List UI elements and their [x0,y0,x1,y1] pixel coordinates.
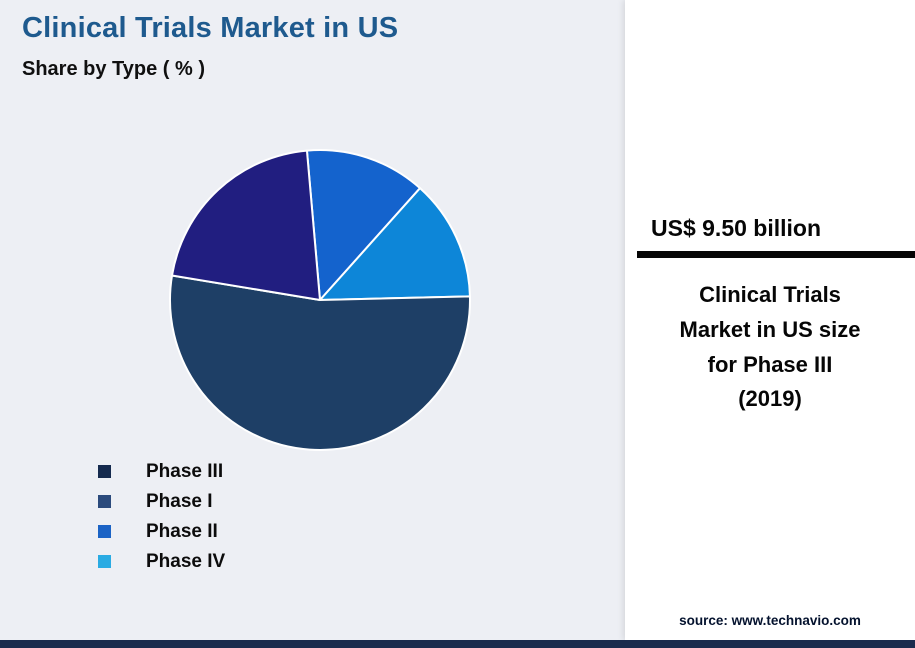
metric-caption: Clinical Trials Market in US size for Ph… [625,278,915,417]
metric-caption-line: Market in US size [679,316,861,342]
legend-label: Phase II [146,520,218,542]
legend-label: Phase I [146,490,213,512]
legend-swatch-phase-iv [98,555,111,568]
metric-value: US$ 9.50 billion [651,215,821,241]
pie-chart [160,140,480,460]
metric-underline [637,251,915,258]
pie-slice-phase-i [171,149,321,301]
legend-item-phase-i: Phase I [98,490,225,513]
legend-swatch-phase-ii [98,525,111,538]
legend-item-phase-ii: Phase II [98,520,225,543]
pie-slice-phase-iii [169,274,471,451]
metric-caption-line: for Phase III [707,351,833,377]
source-credit: source: www.technavio.com [679,613,861,628]
legend-item-phase-iii: Phase III [98,460,225,483]
pie-chart-svg [169,149,471,451]
metric-caption-line: Clinical Trials [699,282,841,307]
pie-slice-phase-iv [319,187,471,301]
page-subtitle: Share by Type ( % ) [22,58,206,80]
metric-block: US$ 9.50 billion Clinical Trials Market … [625,215,915,417]
page-title: Clinical Trials Market in US [22,12,399,44]
legend-label: Phase IV [146,550,226,572]
legend-swatch-phase-iii [98,465,111,478]
legend-swatch-phase-i [98,495,111,508]
legend-item-phase-iv: Phase IV [98,550,225,573]
pie-slice-phase-ii [305,149,421,301]
footer-bar [0,640,915,648]
chart-legend: Phase III Phase I Phase II Phase IV [98,460,225,573]
legend-label: Phase III [146,460,224,482]
highlight-panel: US$ 9.50 billion Clinical Trials Market … [625,0,915,640]
metric-caption-line: (2019) [738,386,802,412]
